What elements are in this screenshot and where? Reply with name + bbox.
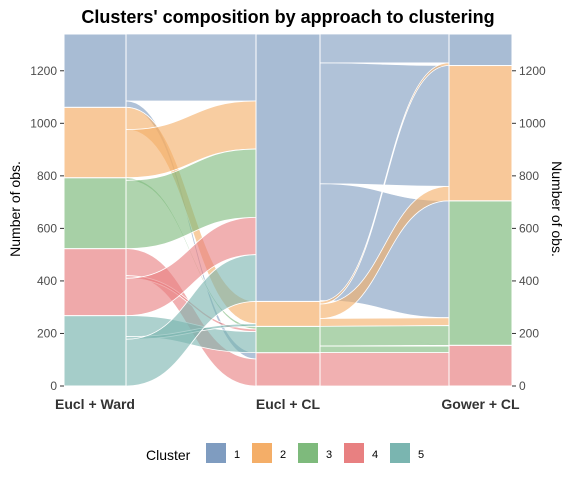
legend-key-4 [344, 443, 364, 463]
right-tick-label: 200 [519, 326, 539, 340]
left-tick-label: 800 [37, 169, 57, 183]
legend-label-3: 3 [326, 449, 332, 461]
stack-axis3-cluster-1 [448, 33, 513, 67]
right-tick-label: 0 [519, 379, 526, 393]
legend-label-2: 2 [280, 449, 286, 461]
stack-axis1-cluster-1 [63, 33, 127, 108]
legend-label-4: 4 [372, 449, 378, 461]
legend-key-1 [206, 443, 226, 463]
left-tick-label: 1200 [30, 64, 57, 78]
flows-layer [125, 33, 450, 387]
left-tick-label: 600 [37, 221, 57, 235]
stack-axis2-cluster-1 [255, 33, 321, 302]
right-tick-label: 1200 [519, 64, 546, 78]
right-y-axis-title: Number of obs. [549, 161, 565, 257]
stack-axis2-cluster-2 [255, 300, 321, 327]
right-y-axis: 0 200 400 600 800 1000 1200 [512, 64, 546, 393]
left-tick-label: 200 [37, 326, 57, 340]
ward-to-cl-flow-1-to-1 [125, 33, 257, 102]
stacks-layer [63, 33, 513, 387]
stack-axis2-cluster-3 [255, 325, 321, 354]
stack-axis1-cluster-5 [63, 315, 127, 387]
left-tick-label: 0 [50, 379, 57, 393]
stack-axis1-cluster-4 [63, 248, 127, 317]
x-axis-labels: Eucl + Ward Eucl + CL Gower + CL [55, 396, 520, 412]
cl-to-gower-flow-4-to-4 [319, 352, 450, 387]
legend-key-3 [298, 443, 318, 463]
left-tick-label: 400 [37, 274, 57, 288]
stack-axis2-cluster-4 [255, 352, 321, 387]
right-tick-label: 1000 [519, 116, 546, 130]
left-y-axis: 0 200 400 600 800 1000 1200 [30, 64, 64, 393]
cl-to-gower-flow-1-to-1 [319, 33, 450, 64]
cl-to-gower-flow-3-to-3 [319, 325, 450, 347]
legend-title: Cluster [146, 447, 191, 463]
legend-label-5: 5 [418, 449, 424, 461]
cl-to-gower-flow-1-to-2 [319, 62, 450, 187]
x-axis-label-3: Gower + CL [441, 396, 520, 412]
x-axis-label-2: Eucl + CL [256, 396, 321, 412]
stack-axis3-cluster-3 [448, 200, 513, 346]
chart-title: Clusters' composition by approach to clu… [81, 7, 494, 27]
legend: Cluster 1 2 3 4 5 [146, 443, 424, 463]
cl-to-gower-flow-2-to-3 [319, 317, 450, 327]
legend-key-2 [252, 443, 272, 463]
legend-key-5 [390, 443, 410, 463]
left-y-axis-title: Number of obs. [7, 161, 23, 257]
legend-label-1: 1 [234, 449, 240, 461]
x-axis-label-1: Eucl + Ward [55, 396, 135, 412]
cl-to-gower-flow-3-to-4 [319, 345, 450, 354]
stack-axis3-cluster-2 [448, 65, 513, 202]
right-tick-label: 800 [519, 169, 539, 183]
stack-axis1-cluster-3 [63, 177, 127, 250]
right-tick-label: 400 [519, 274, 539, 288]
left-tick-label: 1000 [30, 116, 57, 130]
right-tick-label: 600 [519, 221, 539, 235]
stack-axis1-cluster-2 [63, 106, 127, 179]
stack-axis3-cluster-4 [448, 344, 513, 387]
